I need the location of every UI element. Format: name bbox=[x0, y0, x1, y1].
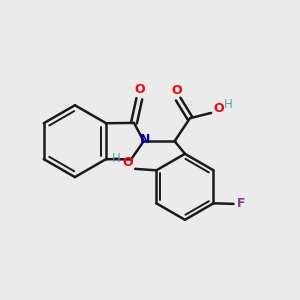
Text: F: F bbox=[237, 197, 245, 210]
Text: N: N bbox=[140, 134, 151, 146]
Text: O: O bbox=[213, 102, 224, 115]
Text: O: O bbox=[135, 83, 145, 96]
Text: O: O bbox=[122, 157, 133, 169]
Text: H: H bbox=[112, 152, 121, 165]
Text: H: H bbox=[224, 98, 233, 111]
Text: O: O bbox=[171, 84, 182, 97]
